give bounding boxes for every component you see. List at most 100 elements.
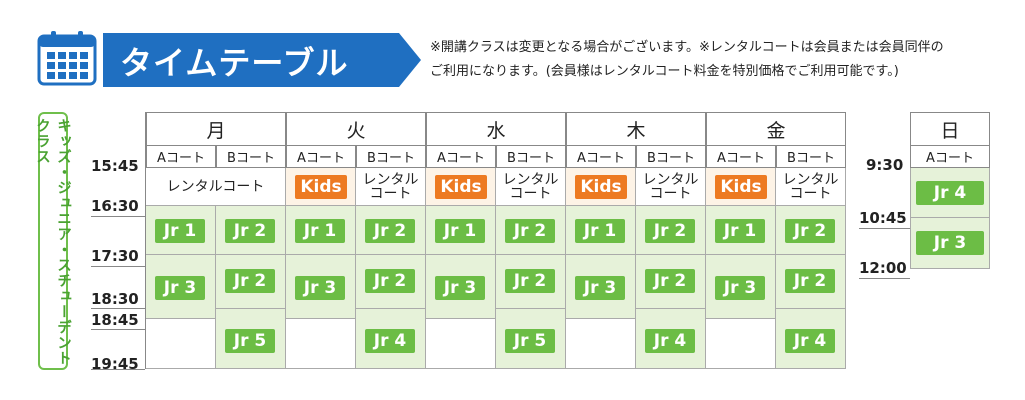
class-badge: Jr 2 xyxy=(785,269,835,293)
court-header-a: Aコート xyxy=(426,146,496,168)
class-badge: Jr 1 xyxy=(295,219,345,243)
kids-cell: Kids xyxy=(286,168,356,206)
time-tick xyxy=(859,278,910,279)
sunday-timetable: 日 Aコート Jr 4 Jr 3 xyxy=(910,112,990,269)
class-badge: Jr 1 xyxy=(435,219,485,243)
court-header-b: Bコート xyxy=(776,146,846,168)
day-header-wed: 水 xyxy=(426,112,566,146)
class-badge: Jr 3 xyxy=(715,276,765,300)
class-category-text: キッズ・ジュニア・スチューデントクラス xyxy=(34,118,71,366)
empty-cell xyxy=(286,319,356,369)
class-cell: Jr 3 xyxy=(566,255,636,319)
class-cell: Jr 3 xyxy=(706,255,776,319)
class-badge: Jr 3 xyxy=(435,276,485,300)
class-badge: Jr 1 xyxy=(155,219,205,243)
class-badge: Jr 1 xyxy=(575,219,625,243)
class-cell: Jr 4 xyxy=(356,309,426,369)
class-cell: Jr 3 xyxy=(286,255,356,319)
kids-cell: Kids xyxy=(706,168,776,206)
time-tick xyxy=(91,266,145,267)
rental-court-label: レンタルコート xyxy=(642,171,699,202)
class-badge: Jr 5 xyxy=(225,329,275,353)
court-header-b: Bコート xyxy=(496,146,566,168)
rental-court-label: レンタルコート xyxy=(782,171,839,202)
class-cell: Jr 3 xyxy=(910,218,990,269)
class-cell: Jr 5 xyxy=(216,309,286,369)
court-header-a: Aコート xyxy=(286,146,356,168)
court-header-b: Bコート xyxy=(216,146,286,168)
court-header-a: Aコート xyxy=(146,146,216,168)
rental-court-cell: レンタルコート xyxy=(496,168,566,206)
time-label: 15:45 xyxy=(91,157,139,175)
rental-court-label: レンタルコート xyxy=(362,171,419,202)
page-title: タイムテーブル xyxy=(120,44,349,82)
kids-badge: Kids xyxy=(295,175,347,199)
class-badge: Jr 2 xyxy=(225,219,275,243)
class-cell: Jr 5 xyxy=(496,309,566,369)
time-tick xyxy=(91,369,145,370)
class-cell: Jr 2 xyxy=(776,255,846,309)
class-badge: Jr 2 xyxy=(645,219,695,243)
time-label: 10:45 xyxy=(859,209,907,227)
class-cell: Jr 2 xyxy=(636,206,706,255)
class-cell: Jr 3 xyxy=(426,255,496,319)
class-cell: Jr 2 xyxy=(776,206,846,255)
title-banner xyxy=(103,33,421,87)
class-badge: Jr 2 xyxy=(645,269,695,293)
class-badge: Jr 4 xyxy=(645,329,695,353)
day-header-sun: 日 xyxy=(910,112,990,146)
class-cell: Jr 1 xyxy=(146,206,216,255)
class-badge: Jr 2 xyxy=(365,219,415,243)
court-header-a: Aコート xyxy=(566,146,636,168)
class-cell: Jr 4 xyxy=(636,309,706,369)
class-badge: Jr 2 xyxy=(225,269,275,293)
day-header-fri: 金 xyxy=(706,112,846,146)
time-label: 9:30 xyxy=(866,156,904,174)
kids-badge: Kids xyxy=(435,175,487,199)
empty-cell xyxy=(146,319,216,369)
class-cell: Jr 2 xyxy=(216,255,286,309)
class-badge: Jr 5 xyxy=(505,329,555,353)
time-label: 18:45 xyxy=(91,311,139,329)
weekday-timetable: 月 火 水 木 金 Aコート Bコート Aコート Bコート Aコート Bコート … xyxy=(145,112,846,369)
class-cell: Jr 2 xyxy=(356,206,426,255)
time-tick xyxy=(91,329,145,330)
time-label: 18:30 xyxy=(91,290,139,308)
court-header-b: Bコート xyxy=(356,146,426,168)
time-label: 12:00 xyxy=(859,259,907,277)
rental-court-cell: レンタルコート xyxy=(776,168,846,206)
class-badge: Jr 4 xyxy=(785,329,835,353)
class-badge: Jr 4 xyxy=(916,181,984,205)
class-badge: Jr 3 xyxy=(295,276,345,300)
kids-cell: Kids xyxy=(426,168,496,206)
class-cell: Jr 4 xyxy=(776,309,846,369)
class-cell: Jr 2 xyxy=(216,206,286,255)
notice-line-2: ご利用になります。(会員様はレンタルコート料金を特別価格でご利用可能です。) xyxy=(430,64,899,79)
time-tick xyxy=(91,216,145,217)
class-cell: Jr 1 xyxy=(286,206,356,255)
day-header-tue: 火 xyxy=(286,112,426,146)
rental-court-cell: レンタルコート xyxy=(146,168,286,206)
class-category-label: キッズ・ジュニア・スチューデントクラス xyxy=(34,112,71,370)
class-cell: Jr 1 xyxy=(426,206,496,255)
notice-text: ※開講クラスは変更となる場合がございます。※レンタルコートは会員または会員同伴の… xyxy=(430,36,1015,84)
class-badge: Jr 4 xyxy=(365,329,415,353)
court-header-a: Aコート xyxy=(910,146,990,168)
class-cell: Jr 4 xyxy=(910,168,990,218)
time-label: 16:30 xyxy=(91,197,139,215)
class-badge: Jr 2 xyxy=(505,269,555,293)
empty-cell xyxy=(566,319,636,369)
class-cell: Jr 3 xyxy=(146,255,216,319)
class-cell: Jr 2 xyxy=(636,255,706,309)
rental-court-label: レンタルコート xyxy=(166,178,265,195)
class-cell: Jr 1 xyxy=(566,206,636,255)
notice-line-1: ※開講クラスは変更となる場合がございます。※レンタルコートは会員または会員同伴の xyxy=(430,40,944,55)
empty-cell xyxy=(426,319,496,369)
rental-court-label: レンタルコート xyxy=(502,171,559,202)
time-tick xyxy=(91,308,145,309)
kids-badge: Kids xyxy=(715,175,767,199)
kids-badge: Kids xyxy=(575,175,627,199)
class-cell: Jr 1 xyxy=(706,206,776,255)
class-badge: Jr 2 xyxy=(785,219,835,243)
time-label: 19:45 xyxy=(91,355,139,373)
